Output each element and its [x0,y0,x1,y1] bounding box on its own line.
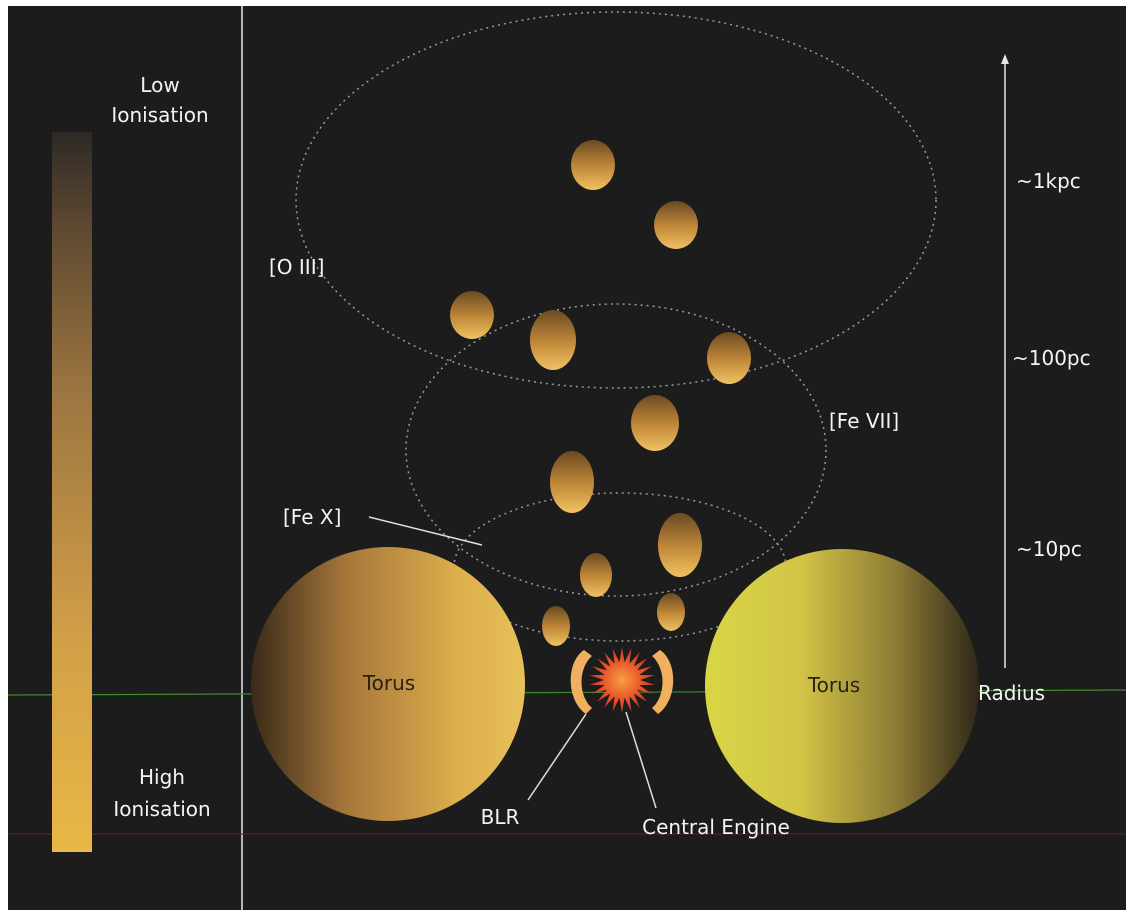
cloud [658,513,702,577]
high-ionisation-line2: Ionisation [113,797,210,821]
radius-arrowhead-icon [1001,54,1009,64]
oiii-region-outline [295,11,937,389]
cloud [707,332,751,384]
torus-left-label: Torus [362,671,415,695]
cloud [631,395,679,451]
blr-leader-line [527,713,587,801]
cloud [530,310,576,370]
blr-left-arc [570,650,592,714]
ionisation-colorbar [52,132,92,852]
fevii-label: [Fe VII] [829,409,899,433]
high-ionisation-line1: High [139,765,185,789]
cloud [571,140,615,190]
cloud [550,451,594,513]
blr-right-arc [652,650,674,714]
low-ionisation-line1: Low [140,73,179,97]
fex-leader-line [368,516,483,546]
cloud [450,291,494,339]
torus-right-label: Torus [807,673,860,697]
oiii-label: [O III] [269,255,324,279]
scale-1kpc: ~1kpc [1016,169,1081,193]
scale-100pc: ~100pc [1012,346,1091,370]
fex-label: [Fe X] [283,505,341,529]
engine-leader-line [625,711,657,809]
torus-left [251,547,525,821]
cloud [580,553,612,597]
fevii-region-outline [405,303,827,597]
central-engine-star [589,647,655,713]
cloud [654,201,698,249]
central-engine-label: Central Engine [642,815,790,839]
cloud [657,593,685,631]
ionised-clouds [450,140,751,646]
blr-label: BLR [481,805,520,829]
low-ionisation-line2: Ionisation [111,103,208,127]
radius-label: Radius [978,681,1045,705]
scale-10pc: ~10pc [1016,537,1082,561]
torus-right [705,549,979,823]
cloud [542,606,570,646]
central-engine [589,647,655,713]
